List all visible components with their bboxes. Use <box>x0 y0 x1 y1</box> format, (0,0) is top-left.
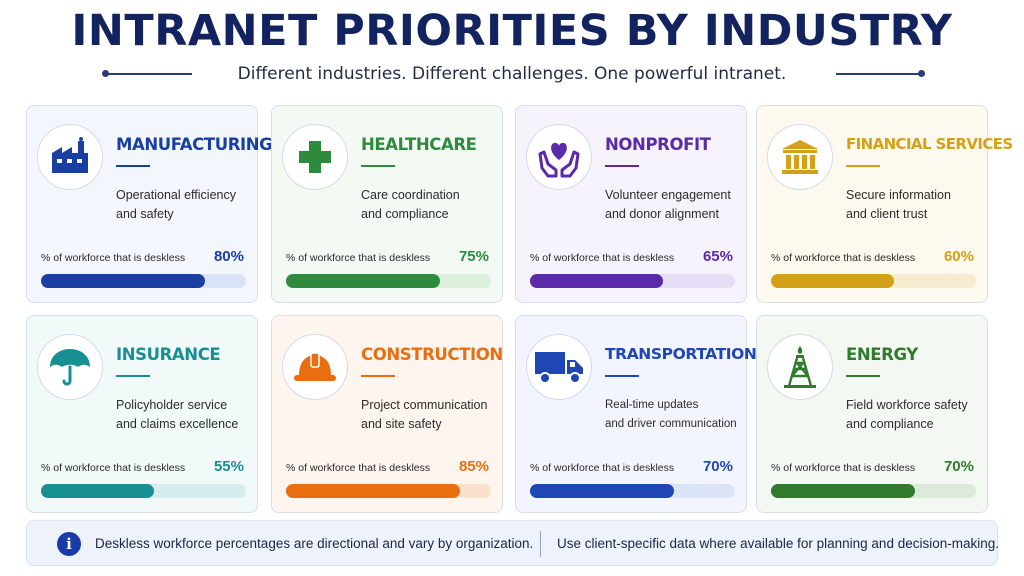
card-description: Policyholder service and claims excellenc… <box>116 398 239 431</box>
stat-label: % of workforce that is deskless <box>286 462 431 474</box>
industry-card-financial-services: FINANCIAL SERVICES Secure information and… <box>756 105 1013 303</box>
industry-card-nonprofit: NONPROFIT Volunteer engagement and donor … <box>515 105 747 303</box>
decorative-dot-right <box>918 70 925 77</box>
subtitle-row: Different industries. Different challeng… <box>0 60 1024 90</box>
hard-hat-icon <box>282 334 348 400</box>
industry-card-insurance: INSURANCE Policyholder service and claims… <box>26 315 258 513</box>
progress-track <box>771 484 976 498</box>
card-description: Secure information and client trust <box>846 188 951 221</box>
stat-value: 55% <box>213 458 244 475</box>
card-title: FINANCIAL SERVICES <box>846 135 1013 153</box>
stat-label: % of workforce that is deskless <box>41 252 186 264</box>
decorative-rule-left <box>104 73 192 75</box>
footer-note-left: Deskless workforce percentages are direc… <box>95 536 534 551</box>
stat-label: % of workforce that is deskless <box>771 252 916 264</box>
title-underline <box>605 165 639 167</box>
progress-track <box>41 274 246 288</box>
decorative-rule-right <box>836 73 924 75</box>
industry-card-transportation: TRANSPORTATION Real-time updates and driv… <box>515 315 757 513</box>
card-title: MANUFACTURING <box>116 135 273 154</box>
industry-card-energy: ENERGY Field workforce safety and complia… <box>756 315 988 513</box>
title-underline <box>846 165 880 167</box>
page-subtitle: Different industries. Different challeng… <box>237 64 787 84</box>
title-underline <box>361 165 395 167</box>
progress-track <box>530 274 735 288</box>
progress-track <box>286 274 491 288</box>
stat-value: 80% <box>213 248 244 265</box>
progress-fill <box>286 274 440 288</box>
stat-label: % of workforce that is deskless <box>530 462 675 474</box>
card-description: Volunteer engagement and donor alignment <box>605 188 731 221</box>
progress-fill <box>771 274 894 288</box>
progress-track <box>771 274 976 288</box>
card-description: Care coordination and compliance <box>361 188 460 221</box>
title-underline <box>116 375 150 377</box>
card-description: Field workforce safety and compliance <box>846 398 968 431</box>
stat-value: 65% <box>702 248 733 265</box>
stat-value: 75% <box>458 248 489 265</box>
progress-fill <box>530 274 664 288</box>
medical-cross-icon <box>282 124 348 190</box>
progress-track <box>530 484 735 498</box>
progress-fill <box>41 484 154 498</box>
page-title: INTRANET PRIORITIES BY INDUSTRY <box>71 6 953 56</box>
progress-track <box>286 484 491 498</box>
card-title: INSURANCE <box>116 345 221 364</box>
card-title: CONSTRUCTION <box>361 345 503 364</box>
title-underline <box>361 375 395 377</box>
progress-track <box>41 484 246 498</box>
stat-label: % of workforce that is deskless <box>41 462 186 474</box>
heart-hands-icon <box>526 124 592 190</box>
stat-value: 70% <box>943 458 974 475</box>
card-title: NONPROFIT <box>605 135 711 154</box>
card-title: ENERGY <box>846 345 918 364</box>
truck-icon <box>526 334 592 400</box>
stat-value: 70% <box>702 458 733 475</box>
info-icon: i <box>57 532 81 556</box>
stat-label: % of workforce that is deskless <box>771 462 916 474</box>
card-description: Operational efficiency and safety <box>116 188 236 221</box>
card-title: HEALTHCARE <box>361 135 477 154</box>
factory-icon <box>37 124 103 190</box>
umbrella-icon <box>37 334 103 400</box>
industry-card-healthcare: HEALTHCARE Care coordination and complian… <box>271 105 503 303</box>
stat-value: 60% <box>943 248 974 265</box>
stat-label: % of workforce that is deskless <box>286 252 431 264</box>
footer-divider <box>540 531 541 557</box>
card-title: TRANSPORTATION <box>605 345 757 363</box>
progress-fill <box>771 484 915 498</box>
bank-icon <box>767 124 833 190</box>
industry-card-manufacturing: MANUFACTURING Operational efficiency and … <box>26 105 273 303</box>
footer-note: i Deskless workforce percentages are dir… <box>26 520 999 566</box>
title-underline <box>605 375 639 377</box>
footer-note-right: Use client-specific data where available… <box>557 536 999 551</box>
card-description: Real-time updates and driver communicatio… <box>605 399 737 430</box>
title-underline <box>116 165 150 167</box>
stat-value: 85% <box>458 458 489 475</box>
title-underline <box>846 375 880 377</box>
stat-label: % of workforce that is deskless <box>530 252 675 264</box>
progress-fill <box>286 484 461 498</box>
industry-card-construction: CONSTRUCTION Project communication and si… <box>271 315 503 513</box>
card-description: Project communication and site safety <box>361 398 488 431</box>
progress-fill <box>41 274 205 288</box>
oil-rig-icon <box>767 334 833 400</box>
progress-fill <box>530 484 674 498</box>
